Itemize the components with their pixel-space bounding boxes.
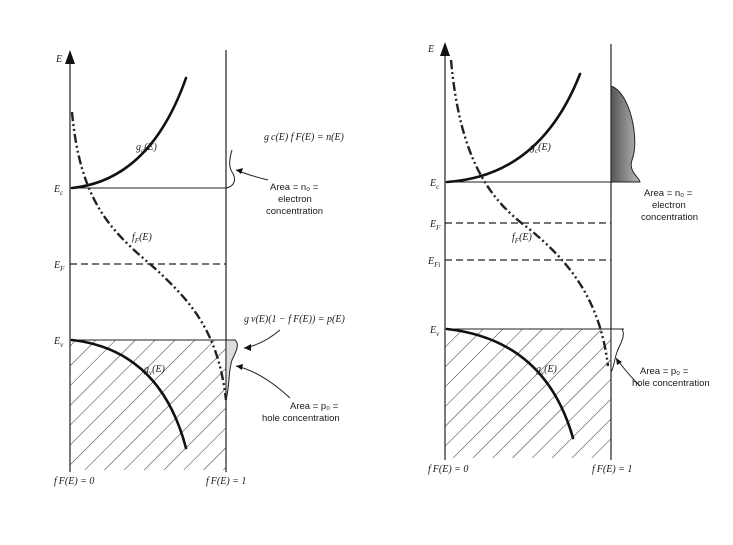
right-efi-label: EFi: [427, 256, 440, 269]
right-ff1-label: f F(E) = 1: [592, 464, 632, 475]
left-p-area-arrow: [235, 365, 291, 399]
left-p-bump: [225, 339, 238, 401]
left-ec-label: Ec: [53, 184, 64, 197]
left-ef-label: EF: [53, 260, 65, 273]
right-e-axis-label: E: [427, 44, 434, 55]
left-ff1-label: f F(E) = 1: [206, 476, 246, 487]
left-p-formula-arrowhead-icon: [244, 344, 251, 351]
left-ev-label: Ev: [53, 336, 64, 349]
left-e-axis-label: E: [55, 54, 62, 65]
left-panel: E Ec EF Ev gc(E) gv(E) fF(E) g c(E) f F(…: [53, 50, 345, 487]
left-gv-label: gv(E): [144, 364, 166, 377]
left-ff0-label: f F(E) = 0: [54, 476, 94, 487]
left-gc-label: gc(E): [136, 142, 158, 155]
right-ev-label: Ev: [429, 325, 440, 338]
left-ff-curve: [70, 111, 228, 401]
right-n-area-line1: Area = n₀ =: [644, 188, 693, 199]
left-p-area-line1: Area = p₀ =: [290, 401, 339, 412]
right-axis-arrow-icon: [440, 42, 450, 56]
right-panel: E Ec EF EFi Ev gc(E) gv(E) fF(E) Area = …: [427, 42, 710, 475]
left-n-area-line2: electron: [278, 194, 312, 205]
right-p-bump: [610, 328, 624, 374]
left-valence-hatch: [70, 340, 226, 470]
left-p-area-arrowhead-icon: [236, 364, 243, 370]
right-p-area-line1: Area = p₀ =: [640, 366, 689, 377]
right-ff-label: fF(E): [512, 232, 533, 245]
right-gc-curve: [445, 72, 582, 184]
left-n-bump: [225, 149, 235, 189]
left-gv-curve: [70, 338, 188, 450]
left-p-formula: g v(E)(1 − f F(E)) = p(E): [244, 314, 345, 325]
right-ef-label: EF: [429, 219, 441, 232]
right-gc-label: gc(E): [530, 142, 552, 155]
right-ff0-label: f F(E) = 0: [428, 464, 468, 475]
right-gv-curve: [445, 327, 575, 440]
left-ff-label: fF(E): [132, 232, 153, 245]
left-gc-curve: [70, 76, 188, 190]
left-p-area-line2: hole concentration: [262, 413, 340, 424]
right-ec-label: Ec: [429, 178, 440, 191]
right-n-area-line3: concentration: [641, 212, 698, 223]
right-n-shaded-area: [610, 85, 641, 183]
right-n-area-line2: electron: [652, 200, 686, 211]
right-ff-curve: [449, 59, 610, 367]
left-n-arrowhead-icon: [236, 168, 243, 174]
left-n-area-line3: concentration: [266, 206, 323, 217]
left-n-formula: g c(E) f F(E) = n(E): [264, 132, 345, 143]
right-gv-label: gv(E): [536, 364, 558, 377]
right-p-area-line2: hole concentration: [632, 378, 710, 389]
right-p-arrowhead-icon: [616, 358, 622, 365]
left-axis-arrow-icon: [65, 50, 75, 64]
left-n-area-line1: Area = n₀ =: [270, 182, 319, 193]
right-valence-hatch: [445, 329, 611, 458]
